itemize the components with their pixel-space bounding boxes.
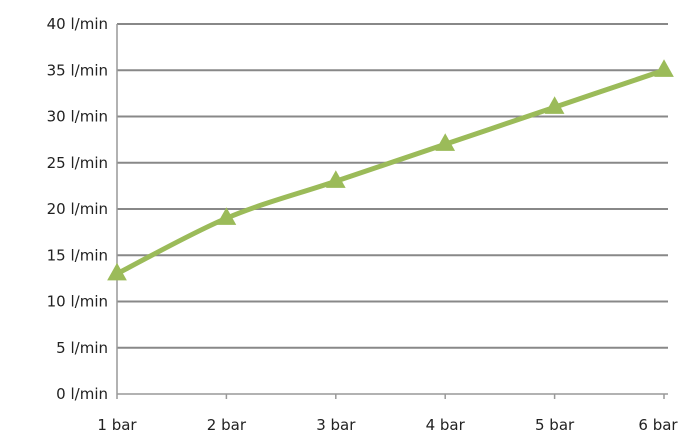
x-tick-label: 5 bar <box>535 416 575 434</box>
data-point-marker <box>654 59 674 77</box>
y-tick-labels: 0 l/min 5 l/min 10 l/min 15 l/min 20 l/min 25… <box>47 15 108 403</box>
y-tick-label: 20 l/min <box>47 200 108 218</box>
data-point-marker <box>544 96 565 114</box>
data-point-marker <box>435 133 456 151</box>
data-point-marker <box>107 262 127 281</box>
axes <box>116 24 668 399</box>
x-tick-labels: 1 bar 2 bar 3 bar 4 bar 5 bar 6 bar <box>97 416 678 434</box>
x-tick-label: 2 bar <box>207 416 247 434</box>
y-tick-label: 10 l/min <box>47 293 108 311</box>
x-tick-label: 3 bar <box>316 416 356 434</box>
data-point-marker <box>216 207 237 225</box>
y-tick-label: 35 l/min <box>47 61 108 79</box>
series <box>107 59 674 281</box>
y-tick-label: 40 l/min <box>47 15 108 33</box>
x-tick-label: 4 bar <box>426 416 466 434</box>
series-line <box>114 67 667 277</box>
x-tick-label: 6 bar <box>638 416 678 434</box>
y-tick-label: 5 l/min <box>56 339 108 357</box>
y-tick-label: 15 l/min <box>47 246 108 264</box>
y-tick-label: 25 l/min <box>47 154 108 172</box>
x-tick-label: 1 bar <box>97 416 137 434</box>
y-tick-label: 0 l/min <box>56 385 108 403</box>
gridlines <box>117 23 668 349</box>
y-tick-label: 30 l/min <box>47 108 108 126</box>
data-point-marker <box>325 170 346 188</box>
